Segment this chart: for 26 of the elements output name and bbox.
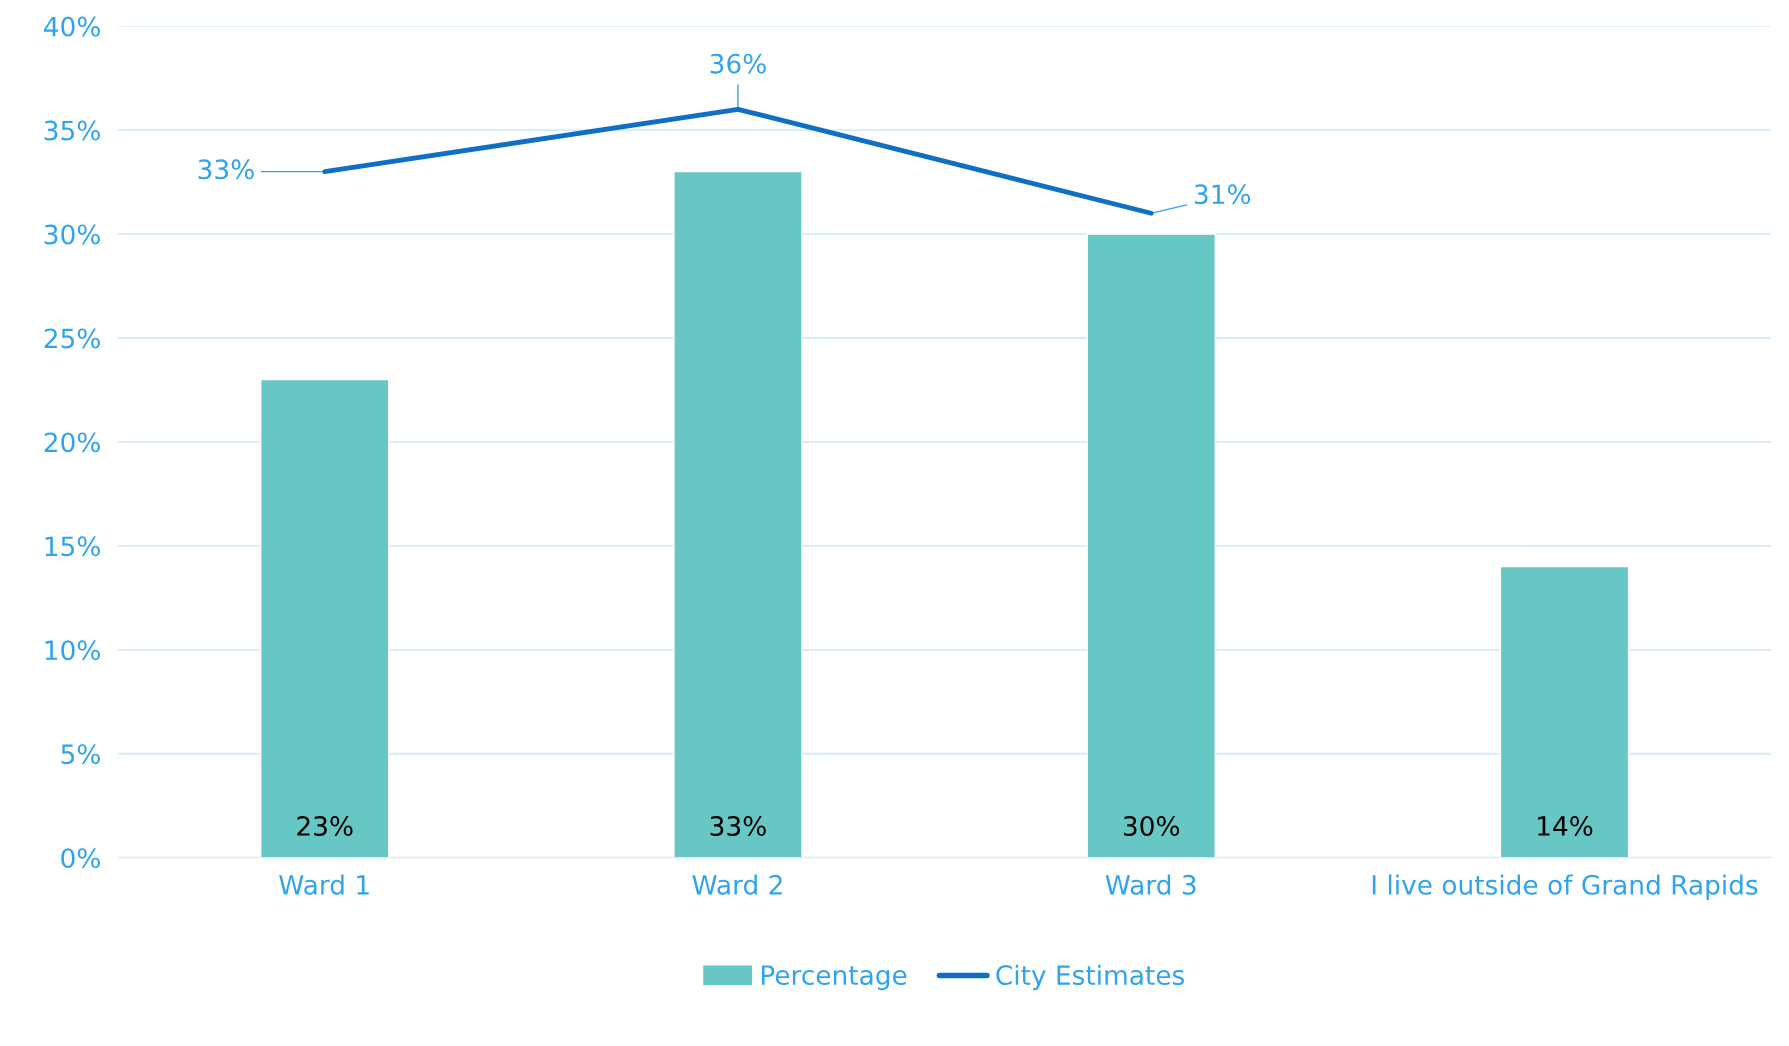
y-tick-label: 20%	[44, 432, 100, 453]
bar	[1086, 233, 1216, 858]
y-tick-label: 30%	[44, 224, 100, 245]
data-label: 31%	[1194, 184, 1251, 205]
y-tick-label: 40%	[44, 16, 100, 37]
legend-label: City Estimates	[996, 964, 1184, 991]
y-tick-label: 0%	[61, 848, 100, 869]
y-tick-label: 5%	[61, 744, 100, 765]
bar	[259, 378, 390, 858]
y-tick-label: 25%	[44, 328, 100, 349]
x-tick-label: I live outside of Grand Rapids	[1372, 874, 1758, 900]
data-label: 30%	[1123, 816, 1180, 836]
data-label: 14%	[1538, 816, 1593, 836]
data-label: 36%	[710, 53, 766, 74]
y-tick-label: 15%	[45, 536, 100, 557]
x-tick-label: Ward 3	[1105, 874, 1196, 895]
x-tick-label: Ward 2	[692, 874, 782, 895]
x-tick-label: Ward 1	[279, 874, 369, 895]
legend-label: Percentage	[761, 965, 907, 991]
data-label: 33%	[198, 159, 254, 180]
data-label: 33%	[710, 816, 766, 836]
y-tick-label: 10%	[45, 640, 100, 661]
data-label: 23%	[297, 816, 353, 836]
bar	[1499, 565, 1630, 858]
y-tick-label: 35%	[44, 120, 100, 141]
bar	[673, 170, 803, 858]
